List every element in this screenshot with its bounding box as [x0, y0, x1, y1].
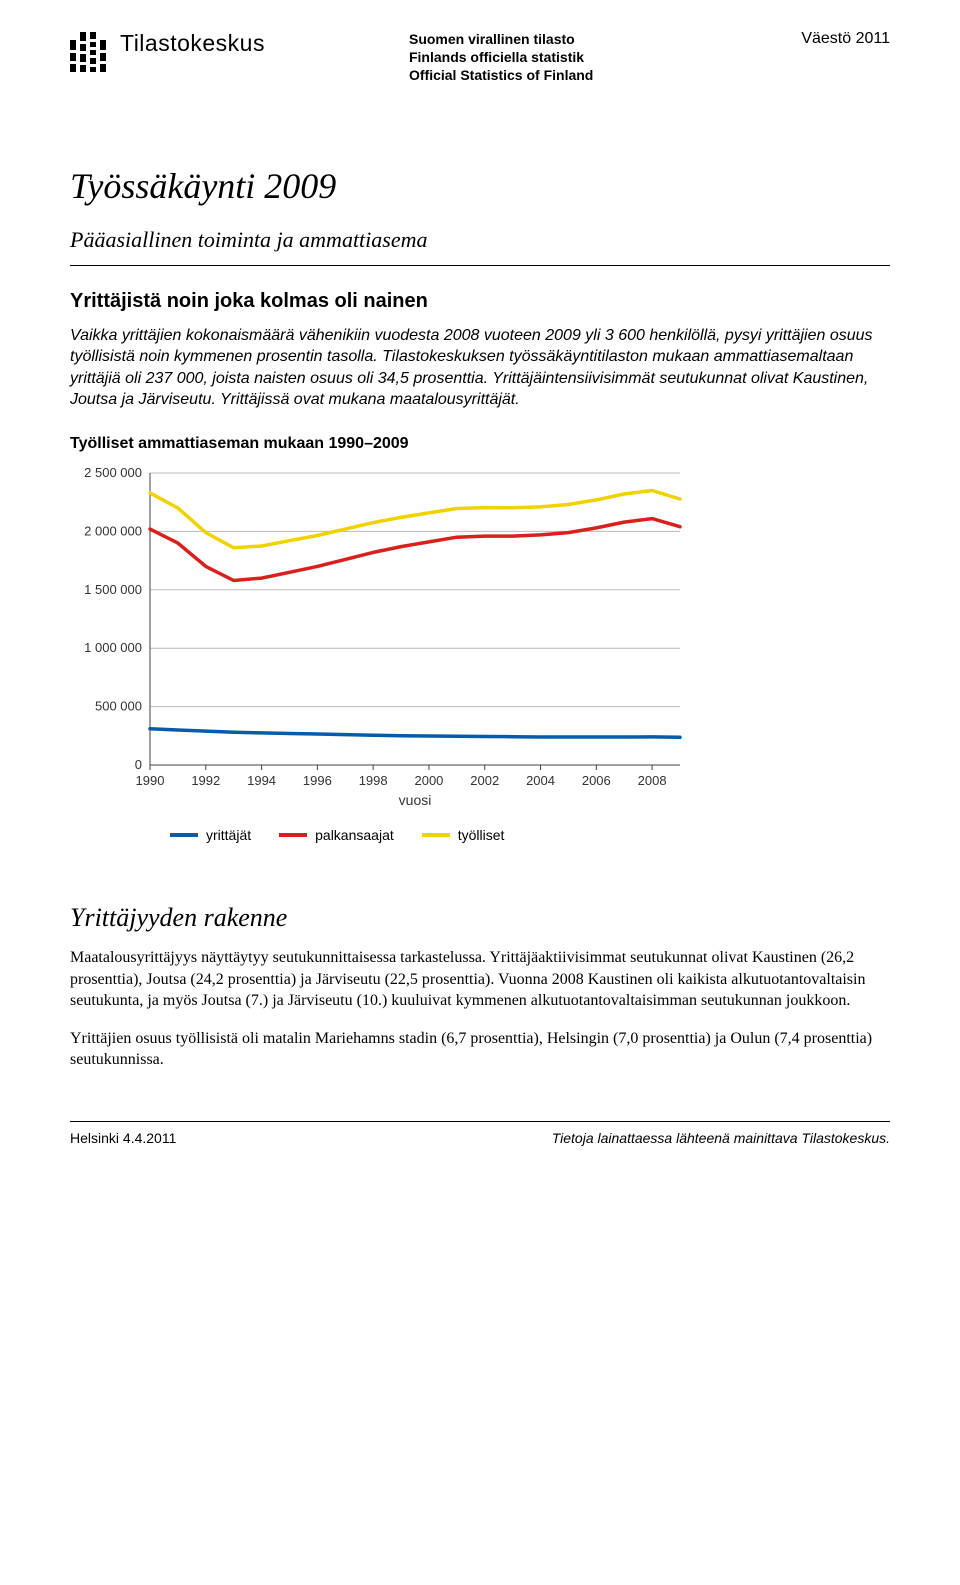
legend-label-2: työlliset — [458, 827, 505, 843]
subsection-heading: Yrittäjyyden rakenne — [70, 903, 890, 933]
official-statistics-lines: Suomen virallinen tilasto Finlands offic… — [409, 30, 593, 85]
legend-swatch-1 — [279, 833, 307, 837]
official-line-1: Suomen virallinen tilasto — [409, 30, 593, 48]
legend-label-1: palkansaajat — [315, 827, 394, 843]
footer-right: Tietoja lainattaessa lähteenä mainittava… — [552, 1130, 890, 1146]
svg-text:1996: 1996 — [303, 773, 332, 788]
svg-text:vuosi: vuosi — [399, 792, 432, 808]
category-label: Väestö 2011 — [801, 30, 890, 48]
svg-text:1992: 1992 — [191, 773, 220, 788]
logo-text: Tilastokeskus — [120, 30, 265, 57]
title-divider — [70, 265, 890, 266]
legend-item-2: työlliset — [422, 827, 505, 843]
page-footer: Helsinki 4.4.2011 Tietoja lainattaessa l… — [70, 1130, 890, 1146]
header-left-block: Tilastokeskus Suomen virallinen tilasto … — [70, 30, 593, 85]
svg-text:1 000 000: 1 000 000 — [84, 640, 142, 655]
body-paragraph-1: Maatalousyrittäjyys näyttäytyy seutukunn… — [70, 947, 890, 1012]
svg-text:500 000: 500 000 — [95, 699, 142, 714]
chart-svg: 0 500 000 1 000 000 1 500 000 2 000 000 2 500… — [70, 463, 690, 813]
svg-text:2008: 2008 — [638, 773, 667, 788]
footer-left: Helsinki 4.4.2011 — [70, 1130, 176, 1146]
official-line-2: Finlands officiella statistik — [409, 48, 593, 66]
page-subtitle: Pääasiallinen toiminta ja ammattiasema — [70, 227, 890, 253]
chart-legend: yrittäjät palkansaajat työlliset — [170, 827, 890, 843]
official-line-3: Official Statistics of Finland — [409, 66, 593, 84]
section-heading: Yrittäjistä noin joka kolmas oli nainen — [70, 290, 890, 313]
svg-text:0: 0 — [135, 757, 142, 772]
legend-item-0: yrittäjät — [170, 827, 251, 843]
svg-text:2006: 2006 — [582, 773, 611, 788]
legend-label-0: yrittäjät — [206, 827, 251, 843]
svg-text:2 500 000: 2 500 000 — [84, 465, 142, 480]
svg-text:2004: 2004 — [526, 773, 555, 788]
svg-text:2000: 2000 — [414, 773, 443, 788]
svg-text:1994: 1994 — [247, 773, 276, 788]
intro-paragraph: Vaikka yrittäjien kokonaismäärä väheniki… — [70, 325, 890, 411]
svg-text:1998: 1998 — [359, 773, 388, 788]
page-header: Tilastokeskus Suomen virallinen tilasto … — [70, 30, 890, 85]
footer-divider — [70, 1121, 890, 1122]
svg-text:2002: 2002 — [470, 773, 499, 788]
legend-swatch-2 — [422, 833, 450, 837]
svg-text:1 500 000: 1 500 000 — [84, 582, 142, 597]
svg-text:2 000 000: 2 000 000 — [84, 523, 142, 538]
legend-item-1: palkansaajat — [279, 827, 394, 843]
logo-icon — [70, 30, 106, 72]
line-chart: 0 500 000 1 000 000 1 500 000 2 000 000 2 500… — [70, 463, 890, 843]
legend-swatch-0 — [170, 833, 198, 837]
svg-text:1990: 1990 — [136, 773, 165, 788]
chart-title: Työlliset ammattiaseman mukaan 1990–2009 — [70, 435, 890, 453]
body-paragraph-2: Yrittäjien osuus työllisistä oli matalin… — [70, 1028, 890, 1071]
page-title: Työssäkäynti 2009 — [70, 165, 890, 207]
